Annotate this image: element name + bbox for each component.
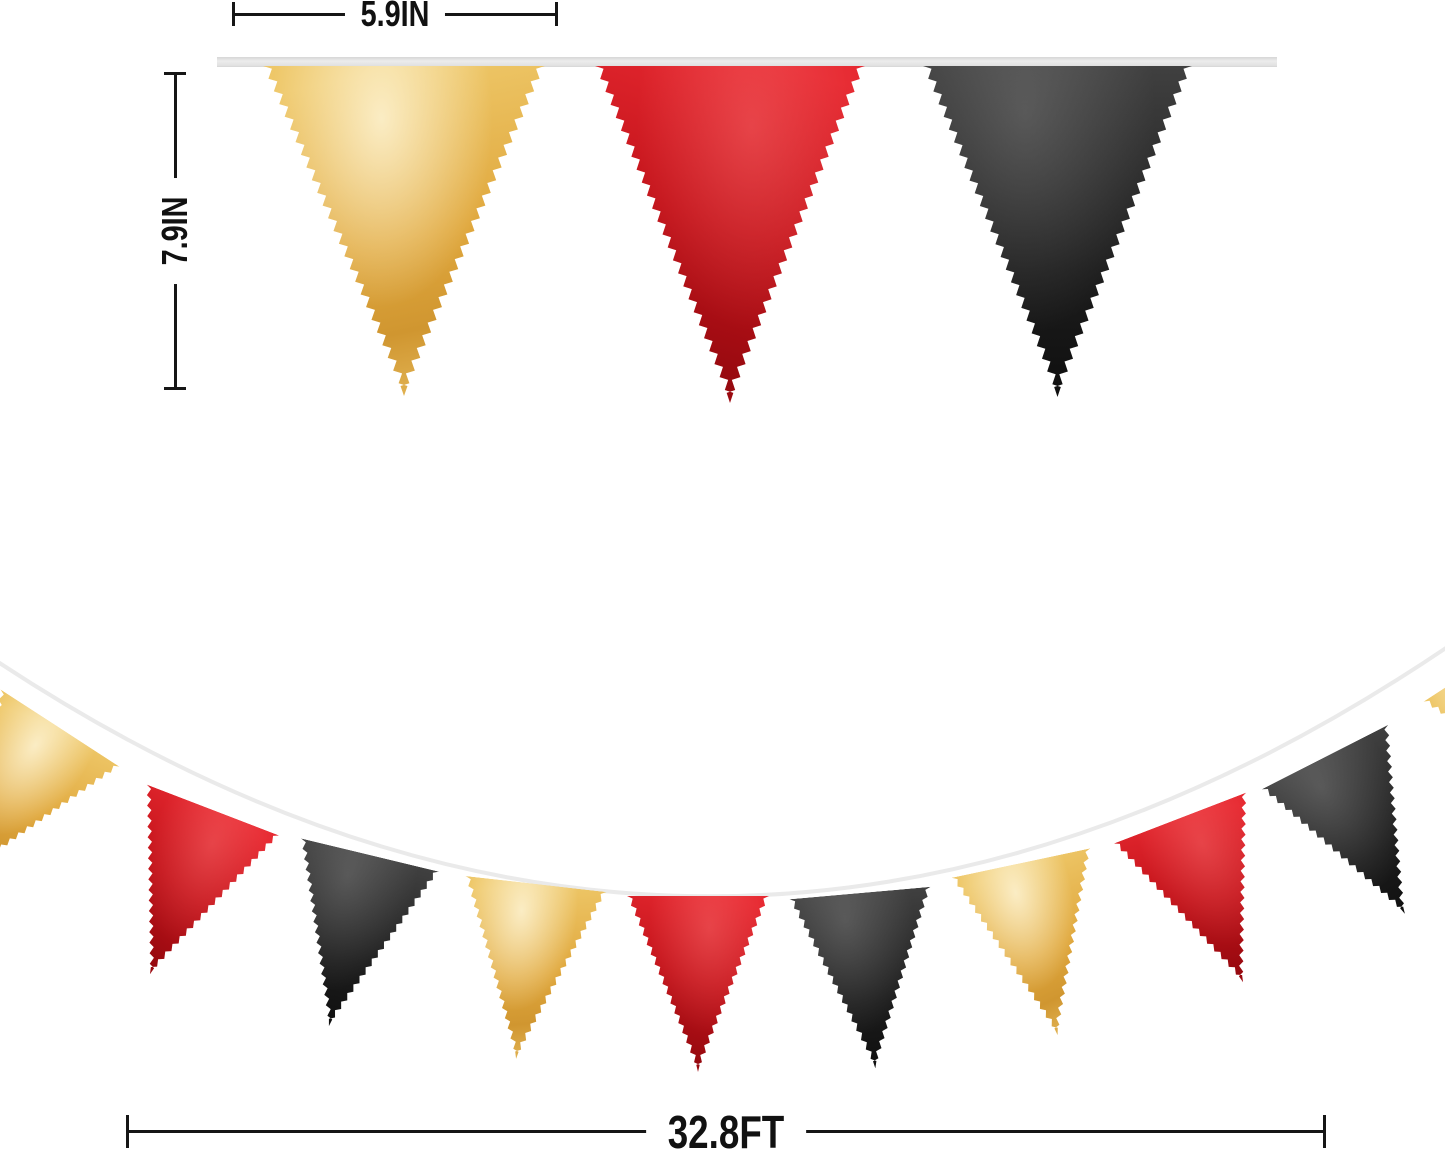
dimension-tick-right	[555, 2, 558, 26]
flag-width-label: 5.9IN	[344, 0, 446, 32]
dimension-tick-top	[164, 72, 186, 75]
flag-height-dimension: 7.9IN	[154, 72, 195, 390]
dimension-tick-left	[126, 1115, 129, 1148]
dimension-tick-bottom	[164, 387, 186, 390]
flag-width-dimension: 5.9IN	[232, 0, 558, 32]
dimension-tick-left	[232, 2, 235, 26]
banner-length-label: 32.8FT	[646, 1108, 806, 1152]
dimension-tick-right	[1323, 1115, 1326, 1148]
banner-length-dimension: 32.8FT	[126, 1108, 1326, 1152]
